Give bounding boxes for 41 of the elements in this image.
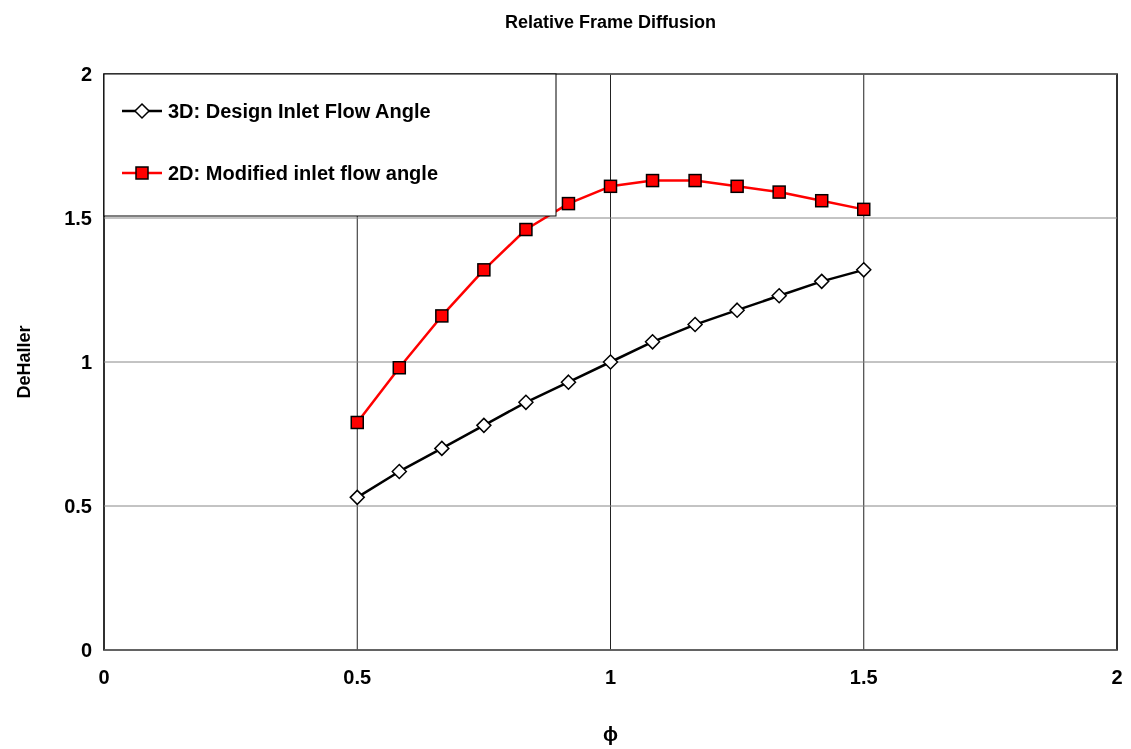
x-tick-label: 1.5 [849, 666, 878, 688]
point [477, 263, 491, 277]
point [729, 302, 745, 318]
point [772, 185, 786, 199]
point [518, 394, 534, 411]
x-tick-label: 0.5 [343, 666, 372, 688]
y-tick-label: 2 [80, 63, 92, 85]
y-tick-label: 1.5 [64, 207, 92, 229]
point [730, 179, 744, 194]
point [519, 222, 533, 237]
point [435, 309, 449, 323]
point [687, 316, 703, 333]
point [644, 334, 661, 350]
y-tick-label: 0.5 [64, 495, 92, 517]
point [856, 262, 872, 278]
y-tick-label: 1 [80, 351, 92, 373]
point [434, 440, 450, 457]
x-axis-title: ϕ [603, 723, 618, 745]
x-tick-label: 0 [98, 666, 110, 688]
x-tick-label: 2 [1111, 666, 1123, 688]
point [645, 173, 660, 188]
legend-label: 2D: Modified inlet flow angle [168, 162, 438, 184]
legend-label: 3D: Design Inlet Flow Angle [168, 100, 431, 122]
point [602, 354, 619, 370]
y-tick-label: 0 [80, 639, 92, 661]
point [814, 193, 829, 208]
point [688, 173, 702, 188]
point [391, 463, 408, 480]
point [349, 489, 365, 506]
point [350, 415, 364, 430]
point [603, 179, 618, 194]
point [392, 361, 407, 375]
point [857, 202, 871, 217]
point [813, 273, 830, 290]
x-tick-label: 1 [604, 666, 617, 688]
y-axis-title: DeHaller [14, 325, 34, 399]
point [771, 288, 787, 304]
point [561, 196, 576, 211]
chart-title: Relative Frame Diffusion [504, 12, 717, 32]
point [560, 374, 577, 390]
point [476, 417, 492, 434]
